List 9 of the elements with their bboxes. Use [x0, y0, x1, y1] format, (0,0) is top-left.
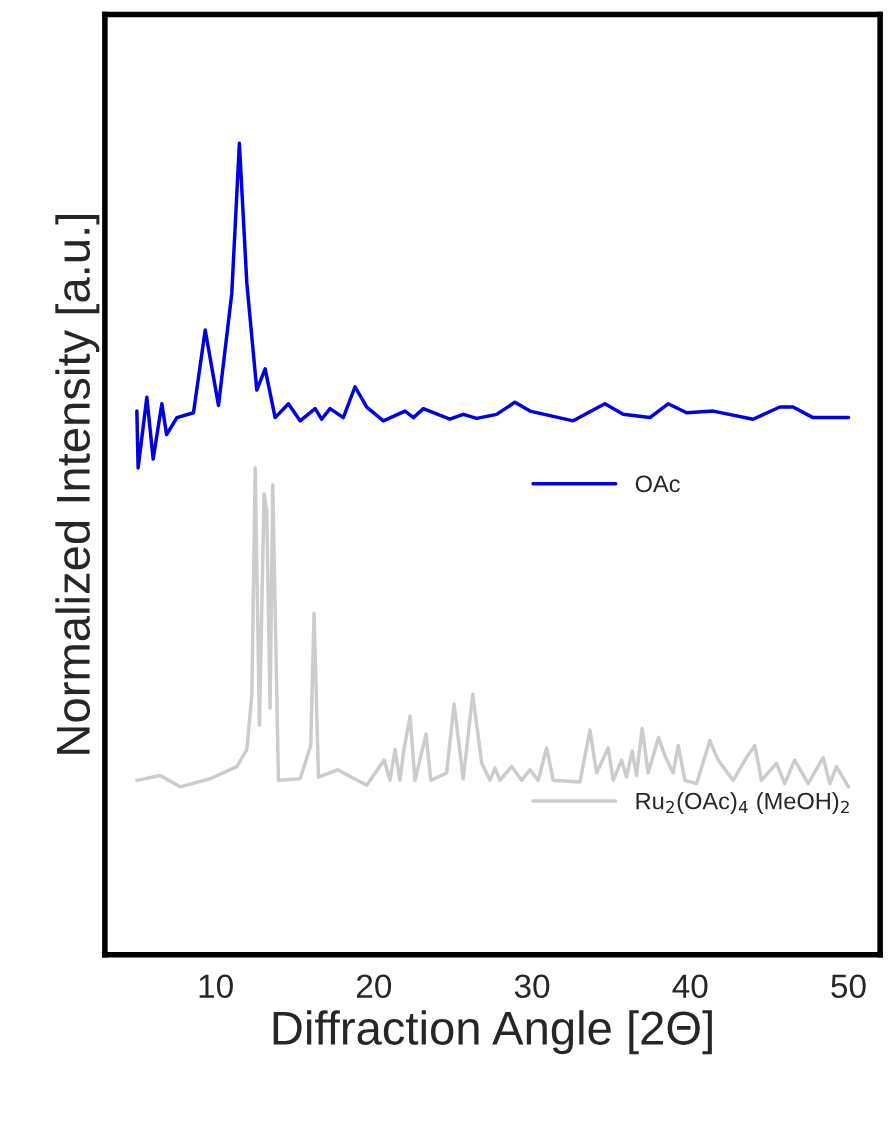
- legend-label: Ru$_{2}$(OAc)$_{4}$ (MeOH)$_{2}$: [636, 792, 849, 815]
- y-axis-title: Normalized Intensity [a.u.]: [55, 215, 100, 754]
- x-tick-label: 30: [514, 974, 550, 999]
- x-axis-title: Diffraction Angle [2Θ]: [273, 1010, 712, 1055]
- legend-label: OAc: [635, 475, 680, 493]
- x-tick-label: 20: [356, 974, 392, 999]
- x-tick-label: 40: [672, 974, 708, 999]
- x-tick-label: 50: [831, 974, 866, 999]
- x-tick-label: 10: [199, 974, 233, 999]
